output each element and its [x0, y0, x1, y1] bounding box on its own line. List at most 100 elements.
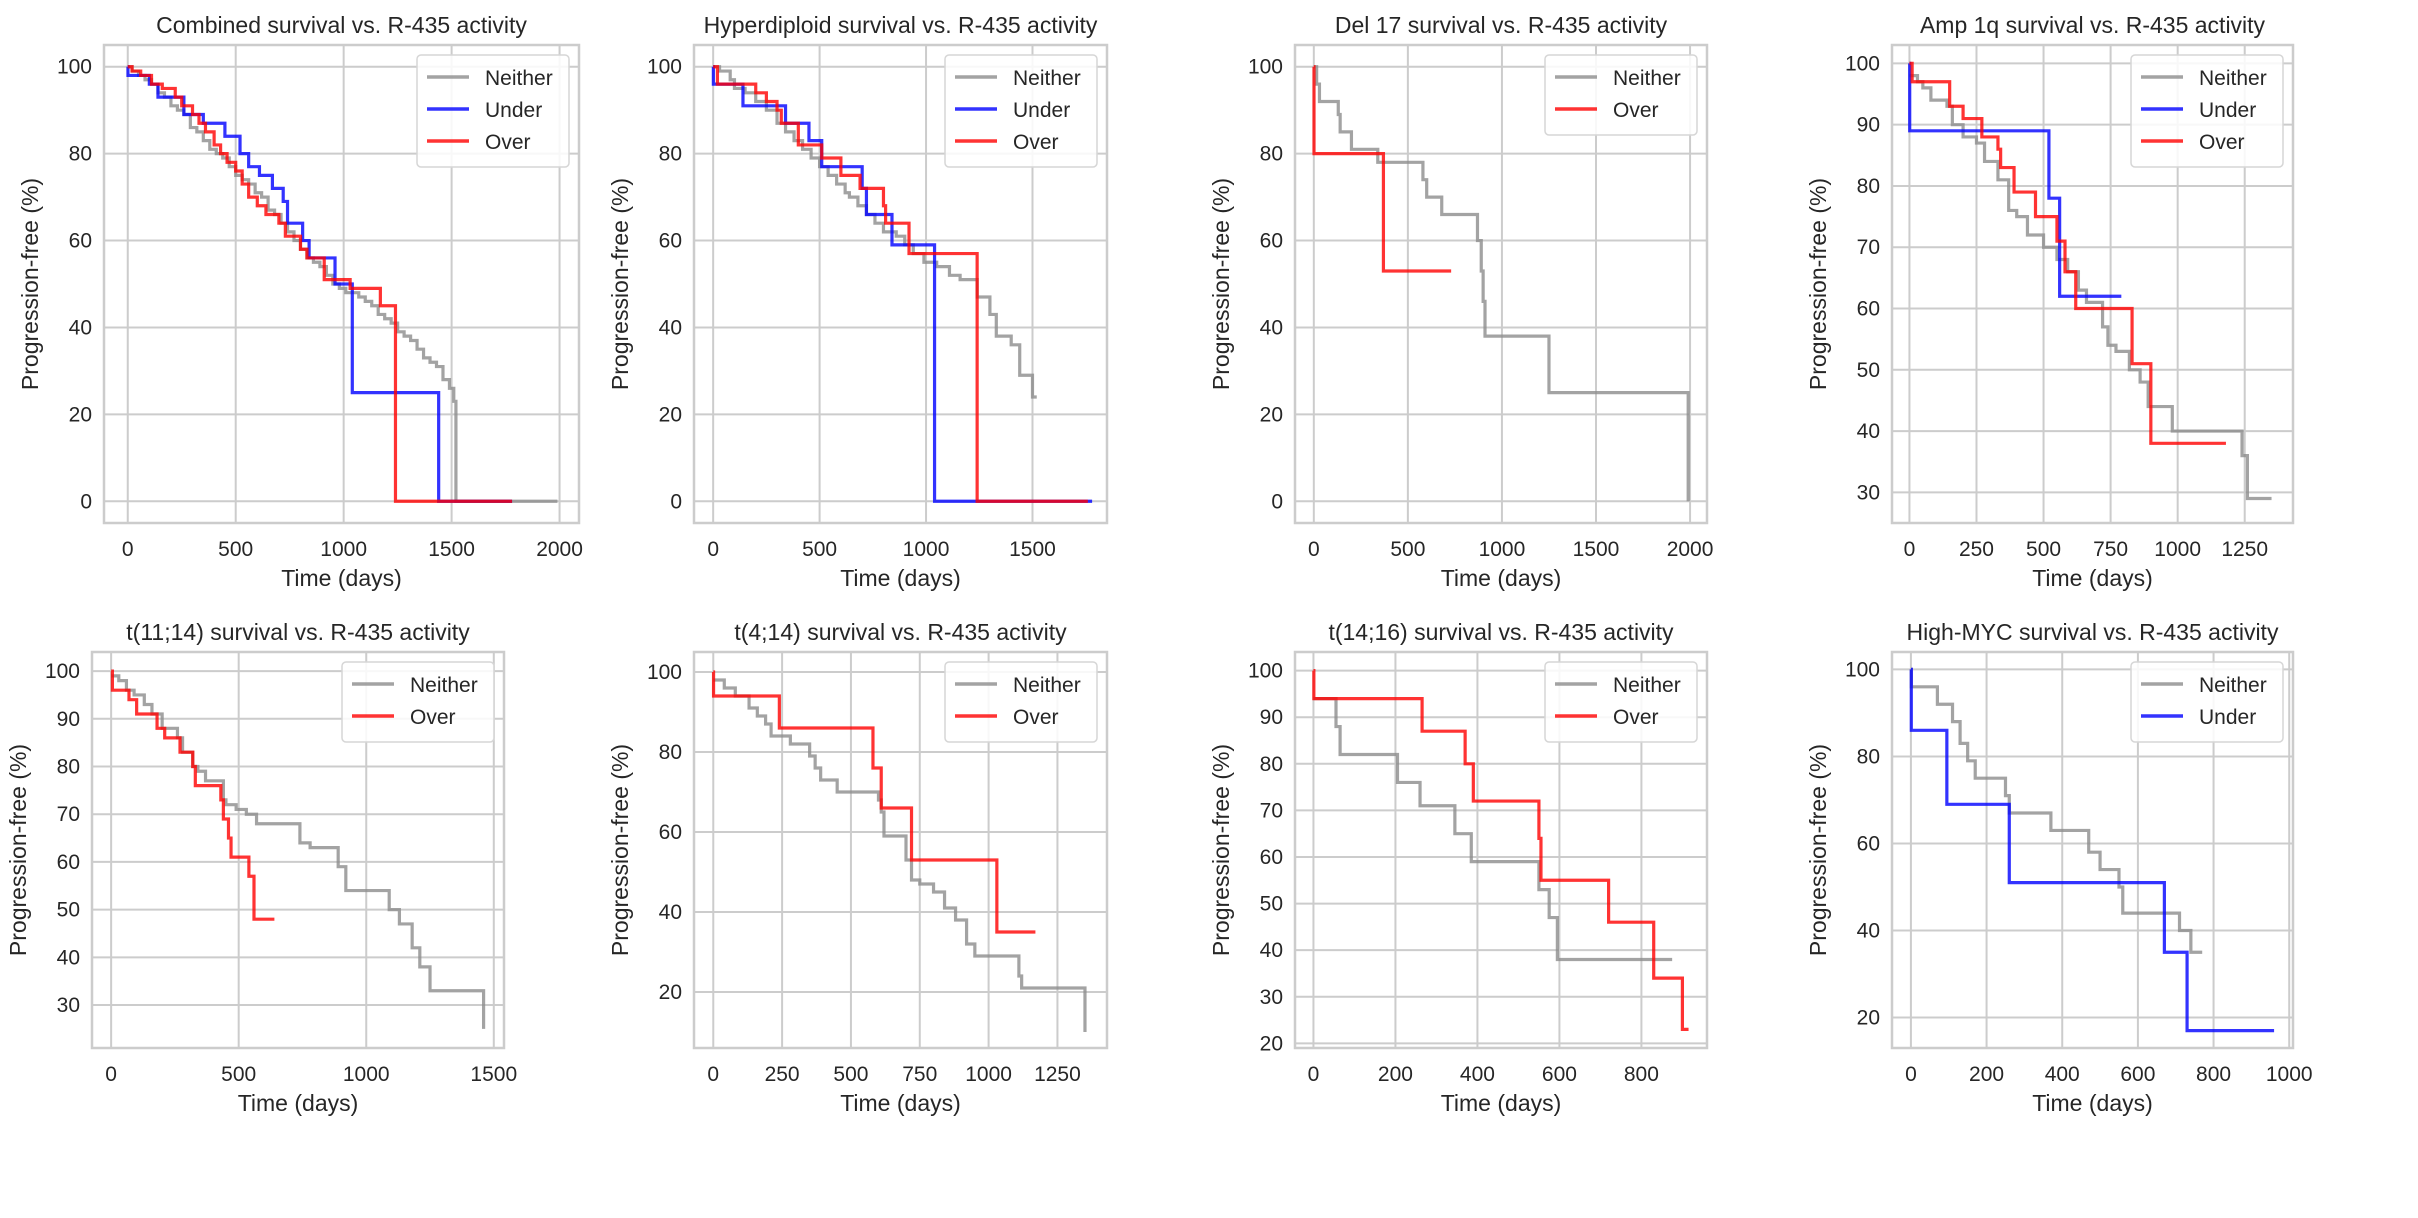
x-tick-label: 400 [1460, 1063, 1495, 1086]
x-tick-label: 1000 [903, 538, 950, 561]
y-tick-label: 100 [1248, 660, 1283, 683]
x-tick-label: 1500 [428, 538, 475, 561]
series-line-over [110, 669, 275, 921]
x-tick-label: 600 [2120, 1063, 2155, 1086]
axes-frame [90, 650, 506, 1050]
legend-label: Over [1013, 706, 1059, 729]
legend: Neither Under Over [416, 54, 570, 168]
panel-hyperdiploid: 0 500 1000 1500 0 20 40 60 80 100 Hyperdiploid sur… [607, 12, 1109, 591]
legend-box [2130, 54, 2284, 168]
legend-item-under: Under [955, 99, 1070, 122]
x-tick-label: 1000 [2266, 1063, 2313, 1086]
legend-item-over: Over [1555, 99, 1659, 122]
y-tick-label: 80 [69, 143, 92, 166]
legend-box [944, 54, 1098, 168]
x-axis-label: Time (days) [840, 565, 961, 591]
legend-label: Neither [2199, 67, 2267, 90]
x-tick-label: 1500 [1573, 538, 1620, 561]
x-tick-label: 500 [1390, 538, 1425, 561]
panel-t-11-14: 0 500 1000 1500 30 40 50 60 70 80 90 100 t(11;14) su… [5, 619, 517, 1116]
legend: Neither Under [2130, 661, 2284, 743]
y-tick-label: 40 [659, 316, 682, 339]
x-tick-label: 0 [105, 1063, 117, 1086]
legend-item-neither: Neither [955, 67, 1081, 90]
y-tick-label: 100 [1248, 56, 1283, 79]
y-tick-label: 100 [1845, 658, 1880, 681]
legend-box [341, 661, 495, 743]
legend-label: Over [410, 706, 456, 729]
x-tick-label: 500 [2026, 538, 2061, 561]
panel-t-14-16: 0 200 400 600 800 20 30 40 50 60 70 80 90 100 t(14;16)… [1208, 619, 1709, 1116]
legend: Neither Under Over [944, 54, 1098, 168]
y-axis-label: Progression-free (%) [1208, 178, 1234, 390]
x-tick-label: 0 [1904, 538, 1916, 561]
y-tick-label: 50 [1857, 359, 1880, 382]
x-tick-label: 2000 [1667, 538, 1714, 561]
legend-item-over: Over [352, 706, 456, 729]
x-tick-label: 1250 [1034, 1063, 1081, 1086]
legend-label: Neither [485, 67, 553, 90]
x-tick-label: 800 [2196, 1063, 2231, 1086]
series-line-under [1908, 61, 2122, 298]
y-axis-label: Progression-free (%) [1805, 178, 1831, 390]
x-axis-label: Time (days) [1441, 565, 1562, 591]
y-tick-label: 80 [57, 756, 80, 779]
y-tick-label: 40 [1857, 420, 1880, 443]
series-line-neither [1313, 696, 1673, 962]
chart-title: t(4;14) survival vs. R-435 activity [734, 619, 1067, 645]
y-tick-label: 60 [57, 851, 80, 874]
y-tick-label: 90 [1857, 114, 1880, 137]
x-tick-label: 600 [1542, 1063, 1577, 1086]
x-tick-label: 0 [707, 538, 719, 561]
legend: Neither Over [1544, 661, 1698, 743]
series-line-over [127, 65, 513, 503]
panel-t-4-14: 0 250 500 750 1000 1250 20 40 60 80 100 t(4;14) sur… [607, 619, 1109, 1116]
legend-label: Over [1613, 99, 1659, 122]
y-tick-label: 60 [659, 821, 682, 844]
x-tick-label: 750 [902, 1063, 937, 1086]
legend-item-neither: Neither [1555, 674, 1681, 697]
x-tick-label: 1500 [1009, 538, 1056, 561]
legend-item-over: Over [1555, 706, 1659, 729]
legend-item-neither: Neither [427, 67, 553, 90]
x-axis-label: Time (days) [238, 1090, 359, 1116]
y-tick-label: 0 [80, 490, 92, 513]
y-tick-label: 100 [647, 56, 682, 79]
legend-item-neither: Neither [352, 674, 478, 697]
y-tick-label: 20 [1260, 1032, 1283, 1055]
legend-label: Neither [1013, 67, 1081, 90]
legend-item-over: Over [955, 706, 1059, 729]
series-line-over [711, 670, 1036, 934]
series-line-over [1909, 61, 2226, 445]
series-line-under [126, 65, 513, 503]
x-axis-label: Time (days) [1441, 1090, 1562, 1116]
y-tick-label: 40 [57, 946, 80, 969]
y-tick-label: 60 [1857, 832, 1880, 855]
y-tick-label: 20 [1260, 403, 1283, 426]
legend-box [944, 661, 1098, 743]
x-tick-label: 500 [833, 1063, 868, 1086]
y-axis-label: Progression-free (%) [607, 744, 633, 956]
chart-title: Combined survival vs. R-435 activity [156, 12, 527, 38]
x-tick-label: 200 [1969, 1063, 2004, 1086]
axes-frame [1890, 650, 2295, 1050]
legend-item-over: Over [955, 131, 1059, 154]
x-tick-label: 1000 [1479, 538, 1526, 561]
legend-label: Over [2199, 131, 2245, 154]
y-axis-label: Progression-free (%) [17, 178, 43, 390]
x-axis-label: Time (days) [2032, 1090, 2153, 1116]
y-tick-label: 90 [1260, 706, 1283, 729]
panel-high-myc: 0 200 400 600 800 1000 20 40 60 80 100 High-MYC sur… [1805, 619, 2313, 1116]
x-tick-label: 250 [1959, 538, 1994, 561]
y-axis-label: Progression-free (%) [607, 178, 633, 390]
panel-amp-1q: 0 250 500 750 1000 1250 30 40 50 60 70 80 90 100 Amp 1… [1805, 12, 2295, 591]
x-axis-label: Time (days) [2032, 565, 2153, 591]
legend-label: Under [1013, 99, 1070, 122]
legend-item-under: Under [2141, 706, 2256, 729]
x-tick-label: 1000 [965, 1063, 1012, 1086]
legend-box [1544, 661, 1698, 743]
y-tick-label: 0 [670, 490, 682, 513]
series-line-under [711, 65, 1093, 503]
